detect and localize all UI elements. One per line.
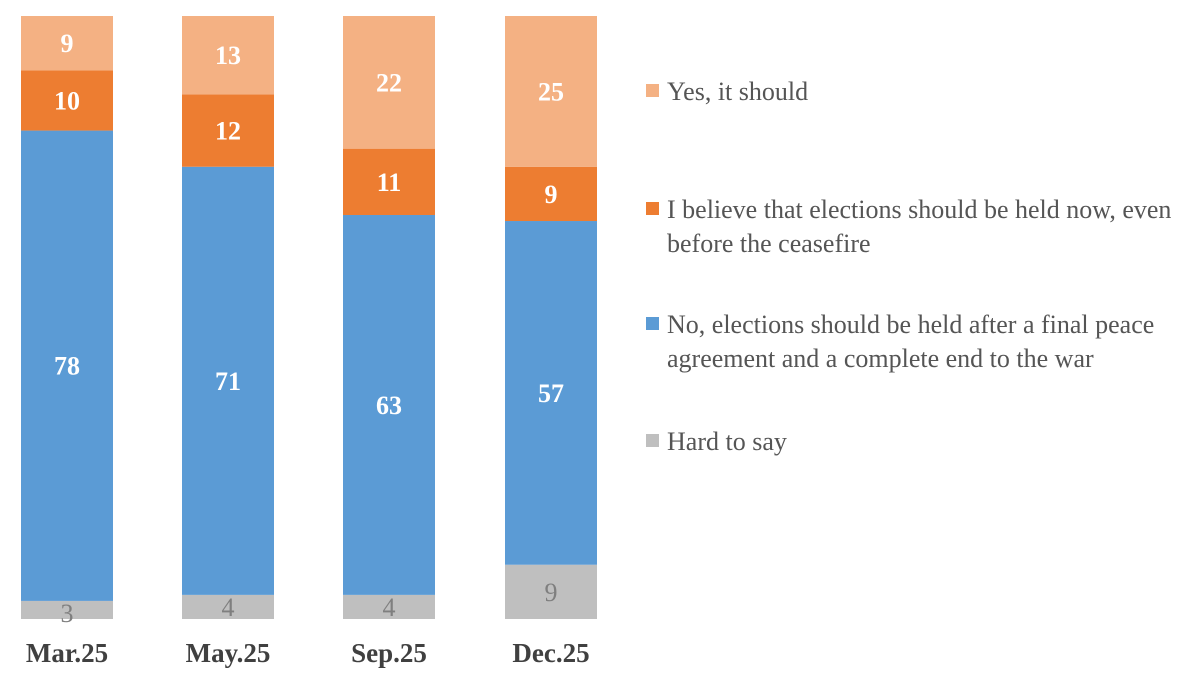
- legend-swatch: [646, 84, 659, 97]
- legend-item-no: No, elections should be held after a fin…: [646, 308, 1187, 376]
- data-label: 63: [376, 391, 402, 420]
- legend-label: No, elections should be held after a fin…: [667, 310, 1155, 373]
- x-tick-label: Dec.25: [512, 638, 589, 668]
- bar-segment: [505, 16, 597, 167]
- data-label: 22: [376, 68, 402, 97]
- x-tick-label: Sep.25: [351, 638, 427, 668]
- legend-swatch: [646, 202, 659, 215]
- legend-label: I believe that elections should be held …: [667, 195, 1172, 258]
- legend-item-hard: Hard to say: [646, 425, 1187, 459]
- data-label: 12: [215, 117, 241, 146]
- bar-segment: [182, 16, 274, 95]
- bar-segment: [182, 94, 274, 167]
- legend-label: Yes, it should: [667, 77, 809, 106]
- stacked-bar-chart: 3 78 10 9 Mar.25 4 71 12 13 May.25 4 63 11 22 Sep.25 9 5…: [21, 16, 597, 668]
- x-tick-label: Mar.25: [26, 638, 108, 668]
- data-label: 4: [383, 593, 396, 622]
- data-label: 10: [54, 86, 80, 115]
- data-label: 78: [54, 352, 80, 381]
- legend-swatch: [646, 434, 659, 447]
- bar-segment: [505, 564, 597, 619]
- bar-segment: [182, 594, 274, 619]
- data-label: 13: [215, 41, 241, 70]
- bar-segment: [182, 166, 274, 595]
- data-label: 71: [215, 367, 241, 396]
- legend-item-yes: Yes, it should: [646, 75, 1187, 109]
- bar-segment: [343, 16, 435, 149]
- bar-segment: [21, 16, 113, 71]
- bar-segment: [505, 166, 597, 222]
- bar-segment: [343, 214, 435, 595]
- bar-segment: [343, 148, 435, 215]
- bar-segment: [343, 594, 435, 619]
- data-label: 9: [545, 180, 558, 209]
- bar-segment: [21, 70, 113, 131]
- bar-segment: [505, 221, 597, 565]
- data-label: 9: [61, 29, 74, 58]
- data-label: 57: [538, 379, 564, 408]
- x-tick-label: May.25: [186, 638, 271, 668]
- legend-swatch: [646, 317, 659, 330]
- legend-item-now: I believe that elections should be held …: [646, 193, 1187, 261]
- bar-segment: [21, 130, 113, 601]
- data-label: 9: [545, 578, 558, 607]
- data-label: 3: [61, 599, 74, 628]
- legend-label: Hard to say: [667, 427, 787, 456]
- data-label: 11: [377, 168, 402, 197]
- bar-segment: [21, 600, 113, 619]
- data-label: 25: [538, 77, 564, 106]
- data-label: 4: [222, 593, 235, 622]
